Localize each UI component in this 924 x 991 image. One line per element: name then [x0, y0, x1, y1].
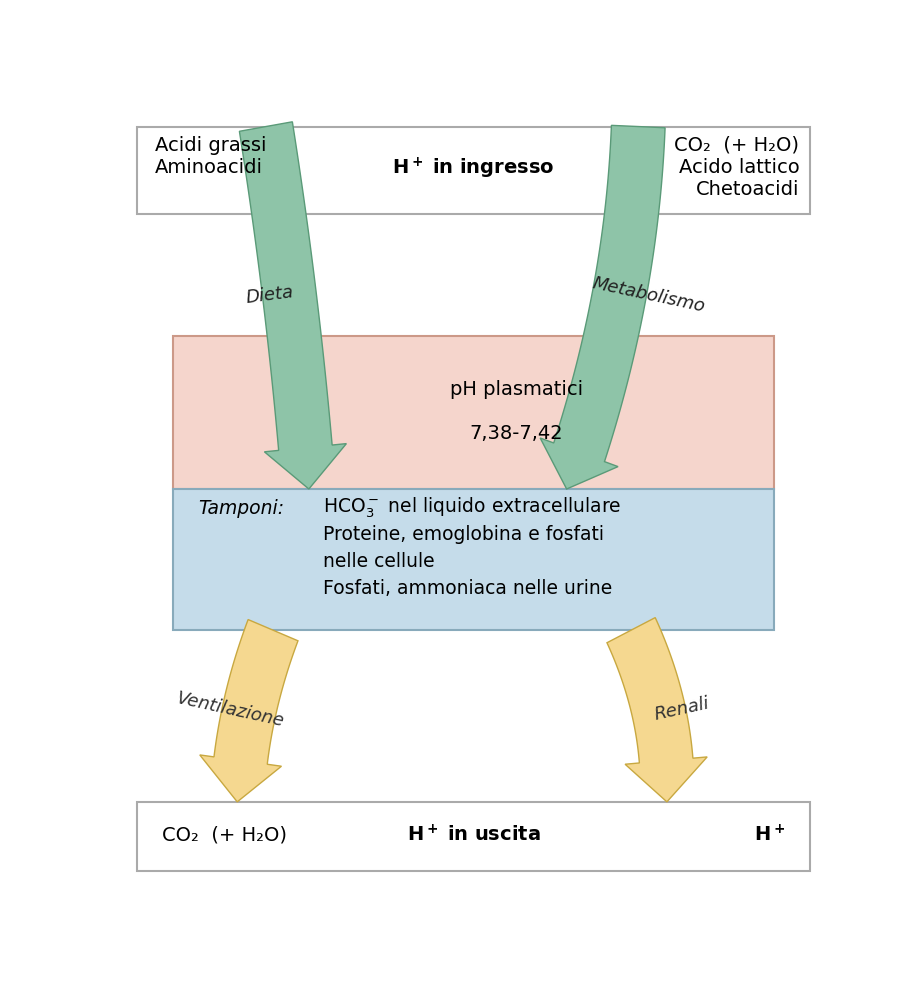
Polygon shape [607, 617, 707, 802]
Text: Renali: Renali [652, 695, 711, 724]
FancyBboxPatch shape [173, 489, 774, 630]
Text: CO₂  (+ H₂O)
Acido lattico
Chetoacidi: CO₂ (+ H₂O) Acido lattico Chetoacidi [675, 136, 799, 199]
Polygon shape [239, 122, 346, 489]
Text: Metabolismo: Metabolismo [590, 275, 707, 315]
FancyBboxPatch shape [173, 336, 774, 489]
Text: 7,38-7,42: 7,38-7,42 [469, 424, 564, 443]
Text: $\bf{H^+}$: $\bf{H^+}$ [754, 825, 785, 845]
Polygon shape [200, 619, 298, 802]
Text: Proteine, emoglobina e fosfati: Proteine, emoglobina e fosfati [323, 525, 604, 544]
FancyBboxPatch shape [137, 127, 810, 214]
Text: Ventilazione: Ventilazione [175, 689, 286, 730]
Text: Fosfati, ammoniaca nelle urine: Fosfati, ammoniaca nelle urine [323, 579, 613, 598]
Text: Tamponi:: Tamponi: [198, 498, 284, 517]
Text: $\bf{H^+\ in\ uscita}$: $\bf{H^+\ in\ uscita}$ [407, 825, 541, 845]
Text: HCO$_3^-$ nel liquido extracellulare: HCO$_3^-$ nel liquido extracellulare [323, 496, 622, 520]
FancyBboxPatch shape [137, 802, 810, 870]
Text: nelle cellule: nelle cellule [323, 552, 435, 571]
Text: Dieta: Dieta [245, 282, 295, 307]
Polygon shape [541, 125, 665, 489]
Text: Acidi grassi
Aminoacidi: Acidi grassi Aminoacidi [155, 136, 266, 176]
Text: pH plasmatici: pH plasmatici [450, 381, 583, 399]
Text: $\bf{H^+\ in\ ingresso}$: $\bf{H^+\ in\ ingresso}$ [393, 156, 554, 181]
Text: CO₂  (+ H₂O): CO₂ (+ H₂O) [162, 826, 287, 844]
